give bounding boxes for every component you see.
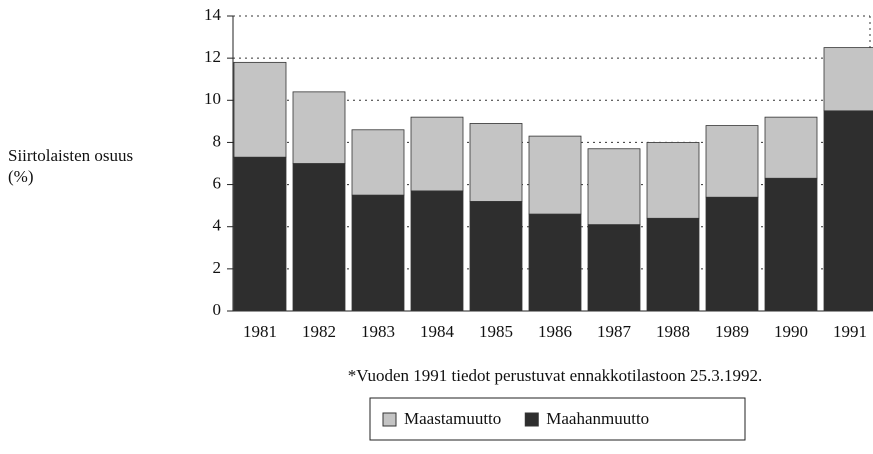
bar-segment bbox=[587, 224, 641, 312]
x-tick-label: 1986 bbox=[538, 322, 572, 341]
y-tick-label: 4 bbox=[213, 216, 222, 235]
y-tick-label: 2 bbox=[213, 258, 222, 277]
y-axis-label: (%) bbox=[8, 167, 33, 186]
bar-segment bbox=[469, 201, 523, 312]
bar-segment bbox=[646, 142, 700, 219]
x-tick-label: 1989 bbox=[715, 322, 749, 341]
legend-label: Maahanmuutto bbox=[546, 409, 649, 428]
x-tick-label: 1983 bbox=[361, 322, 395, 341]
bar-segment bbox=[469, 123, 523, 202]
x-tick-label: 1988 bbox=[656, 322, 690, 341]
legend-swatch bbox=[382, 412, 397, 427]
bar-segment bbox=[351, 129, 405, 196]
bar-segment bbox=[587, 148, 641, 226]
bar-segment bbox=[410, 190, 464, 312]
bar-segment bbox=[292, 163, 346, 312]
bar-segment bbox=[823, 110, 873, 312]
legend-box bbox=[369, 397, 746, 441]
x-tick-label: 1985 bbox=[479, 322, 513, 341]
x-tick-label: 1984 bbox=[420, 322, 455, 341]
bar-segment bbox=[351, 194, 405, 312]
y-axis-label: Siirtolaisten osuus bbox=[8, 146, 133, 165]
bar-segment bbox=[646, 217, 700, 312]
bar-segment bbox=[764, 177, 818, 312]
bar-segment bbox=[823, 47, 873, 112]
bar-segment bbox=[410, 116, 464, 192]
bar-segment bbox=[705, 196, 759, 312]
bar-segment bbox=[233, 156, 287, 312]
x-tick-label: 1990 bbox=[774, 322, 808, 341]
bar-segment bbox=[705, 125, 759, 198]
y-tick-label: 6 bbox=[213, 173, 222, 192]
bar-segment bbox=[764, 116, 818, 179]
x-tick-label: 1987 bbox=[597, 322, 632, 341]
legend-label: Maastamuutto bbox=[404, 409, 501, 428]
bar-segment bbox=[528, 135, 582, 215]
x-tick-label: 1991 bbox=[833, 322, 867, 341]
bar-segment bbox=[233, 61, 287, 158]
legend-swatch bbox=[524, 412, 539, 427]
y-tick-label: 12 bbox=[204, 47, 221, 66]
note: *Vuoden 1991 tiedot perustuvat ennakkoti… bbox=[348, 366, 762, 385]
bar-segment bbox=[292, 91, 346, 164]
y-tick-label: 14 bbox=[204, 5, 222, 24]
bar-segment bbox=[528, 213, 582, 312]
y-tick-label: 8 bbox=[213, 131, 222, 150]
x-tick-label: 1981 bbox=[243, 322, 277, 341]
y-tick-label: 0 bbox=[213, 300, 222, 319]
y-tick-label: 10 bbox=[204, 89, 221, 108]
x-tick-label: 1982 bbox=[302, 322, 336, 341]
